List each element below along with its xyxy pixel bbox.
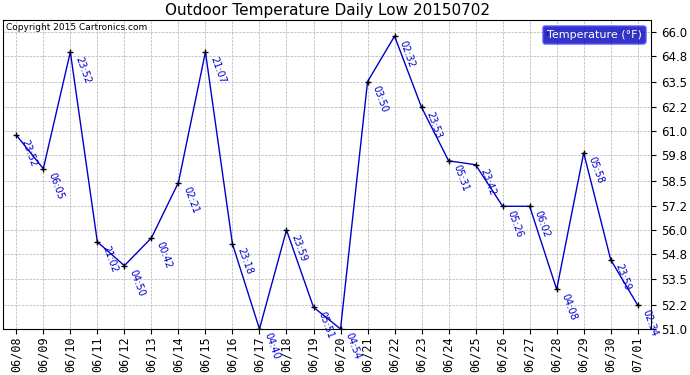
Text: 05:58: 05:58: [586, 156, 605, 185]
Text: 00:42: 00:42: [154, 241, 173, 270]
Text: 23:53: 23:53: [424, 110, 444, 140]
Text: 04:54: 04:54: [344, 332, 362, 362]
Text: 23:52: 23:52: [73, 55, 92, 85]
Text: 23:59: 23:59: [613, 262, 633, 292]
Text: 06:02: 06:02: [533, 209, 551, 239]
Text: 23:18: 23:18: [235, 247, 254, 276]
Text: 05:31: 05:31: [451, 164, 471, 193]
Text: 06:05: 06:05: [46, 171, 65, 201]
Text: 21:07: 21:07: [208, 55, 227, 84]
Text: 04:50: 04:50: [127, 268, 146, 298]
Text: 21:02: 21:02: [100, 245, 119, 274]
Text: 05:51: 05:51: [316, 310, 335, 340]
Text: 04:40: 04:40: [262, 332, 281, 361]
Text: 03:50: 03:50: [371, 84, 389, 114]
Text: 02:32: 02:32: [397, 39, 416, 69]
Text: 23:42: 23:42: [478, 168, 497, 197]
Legend: Temperature (°F): Temperature (°F): [543, 26, 646, 44]
Text: 04:08: 04:08: [560, 292, 578, 322]
Text: 23:59: 23:59: [289, 233, 308, 262]
Text: 02:21: 02:21: [181, 185, 200, 215]
Title: Outdoor Temperature Daily Low 20150702: Outdoor Temperature Daily Low 20150702: [164, 3, 489, 18]
Text: 23:52: 23:52: [19, 138, 38, 168]
Text: 05:26: 05:26: [505, 209, 524, 239]
Text: Copyright 2015 Cartronics.com: Copyright 2015 Cartronics.com: [6, 23, 147, 32]
Text: 02:34: 02:34: [640, 308, 660, 338]
